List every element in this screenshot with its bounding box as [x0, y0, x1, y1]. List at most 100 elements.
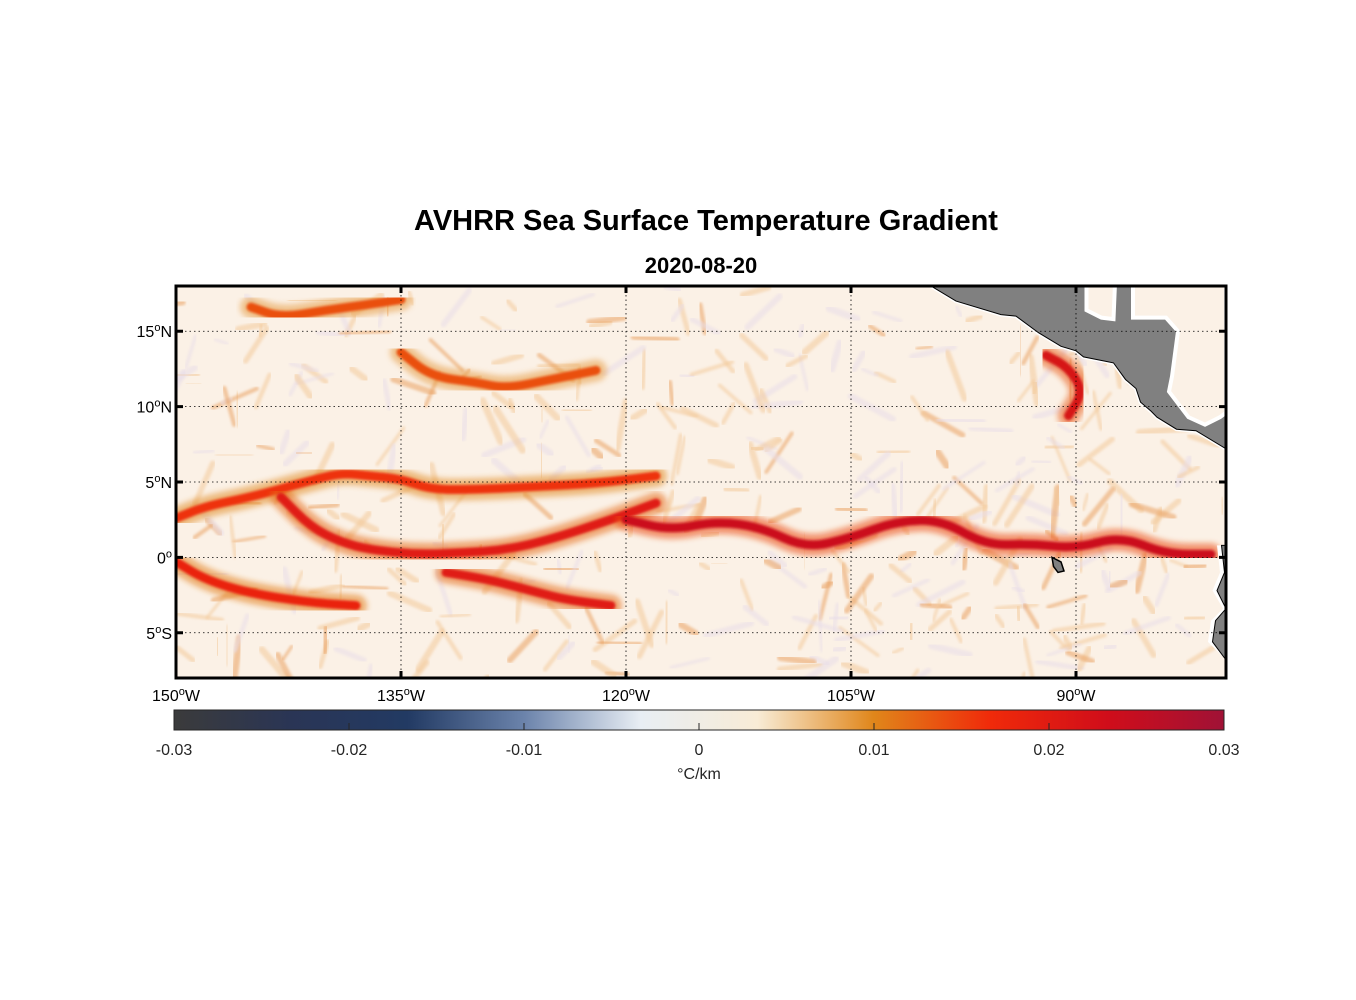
texture-streak: [634, 598, 655, 648]
texture-streak: [561, 407, 592, 413]
texture-streak: [891, 646, 905, 655]
tick-label: 90oW: [1056, 686, 1096, 705]
tick-label: 10oN: [137, 398, 172, 417]
texture-streak: [717, 383, 753, 415]
texture-streak: [714, 348, 736, 374]
texture-streak: [932, 534, 960, 558]
texture-streak: [831, 644, 849, 655]
texture-streak: [381, 378, 393, 411]
texture-streak: [738, 332, 769, 362]
texture-streak: [744, 293, 783, 331]
texture-streak: [896, 548, 919, 564]
texture-streak: [565, 549, 584, 590]
texture-streak: [435, 620, 463, 661]
texture-streak: [592, 618, 638, 653]
texture-streak: [234, 320, 268, 333]
texture-streak: [1008, 350, 1022, 366]
texture-streak: [764, 431, 794, 474]
texture-streak: [340, 511, 380, 534]
texture-streak: [1051, 621, 1106, 634]
texture-streak: [428, 338, 465, 373]
tick-label: 150oW: [152, 686, 201, 705]
texture-streak: [1013, 454, 1028, 468]
texture-streak: [928, 642, 973, 659]
texture-streak: [661, 489, 676, 524]
texture-streak: [255, 443, 276, 452]
texture-streak: [828, 339, 844, 373]
texture-streak: [192, 523, 214, 540]
front-north-front-17n: [246, 295, 406, 320]
texture-streak: [1096, 502, 1110, 530]
texture-streak: [1046, 594, 1088, 609]
land-mass: [927, 286, 1226, 661]
texture-streak: [872, 601, 883, 613]
texture-streak: [596, 640, 643, 646]
texture-streak: [1025, 514, 1069, 537]
texture-streak: [1173, 455, 1194, 489]
texture-streak: [176, 611, 225, 622]
texture-streak: [776, 654, 817, 666]
texture-streak: [333, 646, 367, 663]
texture-streak: [669, 303, 685, 323]
texture-streak: [1052, 486, 1061, 506]
texture-streak: [959, 546, 971, 572]
texture-streak: [213, 337, 229, 346]
tick-label: 120oW: [602, 686, 651, 705]
chart-subtitle: 2020-08-20: [644, 253, 758, 278]
texture-streak: [542, 639, 569, 672]
texture-streak: [628, 406, 649, 422]
texture-streak: [1014, 470, 1022, 488]
texture-streak: [1066, 474, 1084, 486]
texture-streak: [414, 628, 446, 673]
texture-streak: [253, 372, 272, 410]
texture-streak: [1102, 642, 1119, 652]
texture-streak: [601, 344, 647, 377]
texture-streak: [876, 448, 911, 456]
texture-streak: [1031, 459, 1052, 465]
texture-streak: [992, 478, 1022, 527]
texture-streak: [1174, 622, 1193, 639]
texture-streak: [386, 590, 433, 614]
texture-streak: [1080, 391, 1112, 431]
texture-streak: [830, 548, 851, 574]
texture-streak: [931, 598, 942, 623]
texture-streak: [1099, 568, 1113, 592]
colorbar-tick-label: 0.02: [1033, 742, 1064, 759]
texture-streak: [1029, 379, 1040, 397]
texture-streak: [801, 329, 830, 356]
texture-streak: [308, 582, 345, 596]
texture-streak: [1081, 486, 1116, 527]
texture-streak: [278, 428, 292, 456]
front-panama-front: [1041, 350, 1085, 421]
texture-streak: [1118, 493, 1126, 538]
texture-streak: [850, 349, 867, 373]
caribbean-sea-water: [1084, 286, 1117, 322]
texture-streak: [791, 615, 844, 634]
texture-streak: [954, 304, 963, 318]
texture-streak: [964, 313, 984, 325]
texture-streak: [754, 435, 782, 453]
texture-streak: [860, 367, 879, 378]
texture-streak: [479, 397, 505, 446]
texture-streak: [796, 322, 807, 340]
texture-streak: [994, 467, 1035, 493]
texture-streak: [1027, 354, 1041, 407]
texture-streak: [898, 461, 906, 514]
texture-streak: [834, 505, 868, 514]
texture-streak: [1176, 465, 1201, 479]
texture-streak: [593, 438, 622, 458]
texture-streak: [222, 385, 237, 427]
texture-streak: [1061, 633, 1074, 651]
front-equatorial-front-west: [176, 469, 661, 523]
texture-streak: [927, 609, 953, 632]
tick-label: 5oS: [146, 624, 172, 643]
texture-streak: [909, 344, 957, 360]
texture-streak: [491, 352, 525, 367]
texture-streak: [689, 360, 735, 377]
texture-streak: [743, 361, 767, 414]
texture-streak: [1011, 585, 1026, 594]
texture-streak: [1035, 658, 1085, 672]
colorbar-units: °C/km: [677, 766, 721, 783]
texture-streak: [546, 601, 573, 630]
